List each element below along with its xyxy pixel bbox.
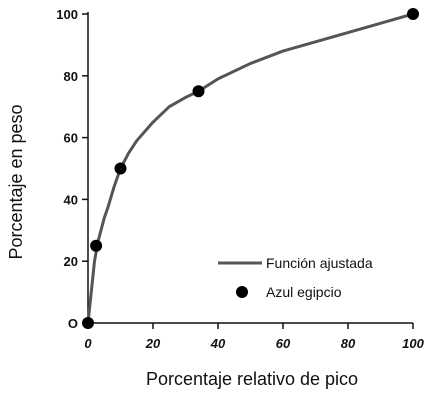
data-point-egyptian-blue — [82, 317, 94, 329]
y-tick-label: 20 — [64, 254, 78, 269]
x-ticks: 0 20 40 60 80 100 — [84, 323, 425, 351]
legend-label-fitted-function: Función ajustada — [266, 255, 373, 271]
y-tick-label: 60 — [64, 131, 78, 146]
x-tick-label: 20 — [145, 336, 161, 351]
y-axis-title: Porcentaje en peso — [6, 104, 26, 259]
data-point-egyptian-blue — [90, 239, 103, 252]
x-tick-label: 80 — [341, 336, 356, 351]
data-point-egyptian-blue — [407, 8, 419, 20]
x-tick-label: 60 — [276, 336, 291, 351]
y-tick-label: O — [68, 316, 78, 331]
legend-dot-swatch — [236, 286, 248, 298]
plot-area — [82, 8, 419, 329]
x-tick-label: 100 — [402, 336, 424, 351]
y-tick-label: 40 — [64, 192, 78, 207]
y-tick-label: 100 — [56, 7, 78, 22]
x-tick-label: 40 — [210, 336, 226, 351]
data-point-egyptian-blue — [192, 85, 205, 98]
x-tick-label: 0 — [84, 336, 92, 351]
y-tick-label: 80 — [64, 69, 78, 84]
series-line-fitted-function — [86, 12, 415, 325]
axes — [87, 12, 413, 324]
data-point-egyptian-blue — [114, 162, 127, 175]
legend-label-egyptian-blue: Azul egipcio — [266, 284, 342, 300]
legend: Función ajustada Azul egipcio — [218, 255, 373, 300]
x-axis-title: Porcentaje relativo de pico — [146, 369, 358, 389]
y-ticks: O 20 40 60 80 100 — [56, 7, 88, 331]
